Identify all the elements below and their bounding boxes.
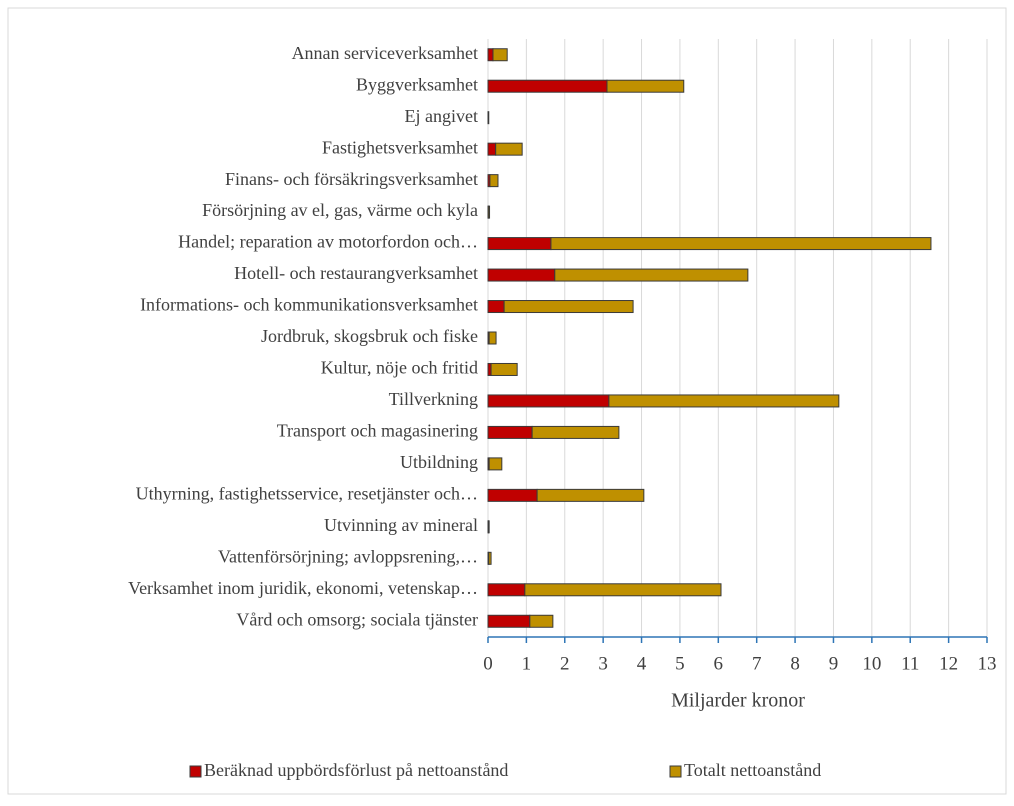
y-tick-label: Byggverksamhet (356, 74, 478, 94)
bar-segment (488, 395, 609, 407)
bar-segment (555, 269, 748, 281)
y-tick-label: Tillverkning (389, 389, 478, 409)
y-tick-label: Fastighetsverksamhet (322, 137, 478, 157)
bar-segment (532, 426, 619, 438)
bar-segment (488, 143, 496, 155)
y-tick-label: Handel; reparation av motorfordon och… (178, 232, 478, 252)
bar-segment (488, 80, 607, 92)
y-tick-label: Jordbruk, skogsbruk och fiske (261, 326, 478, 346)
x-tick-label: 2 (560, 653, 570, 674)
bar-segment (496, 143, 522, 155)
bar-segment (488, 615, 530, 627)
y-tick-label: Försörjning av el, gas, värme och kyla (202, 200, 478, 220)
x-tick-label: 13 (978, 653, 997, 674)
x-tick-label: 8 (790, 653, 800, 674)
bar-segment (493, 49, 507, 61)
bar-segment (537, 489, 644, 501)
y-tick-label: Finans- och försäkringsverksamhet (225, 169, 478, 189)
bar-segment (488, 269, 555, 281)
bar-segment (551, 238, 931, 250)
x-tick-label: 5 (675, 653, 685, 674)
bar-segment (504, 301, 633, 313)
x-tick-label: 10 (862, 653, 881, 674)
bar-segment (607, 80, 684, 92)
bar-segment (489, 552, 491, 564)
bar-segment (530, 615, 553, 627)
legend-swatch (670, 766, 681, 777)
x-tick-label: 0 (483, 653, 493, 674)
legend-label: Totalt nettoanstånd (684, 760, 821, 780)
y-tick-label: Kultur, nöje och fritid (321, 358, 478, 378)
bar-segment (609, 395, 839, 407)
x-tick-label: 3 (598, 653, 608, 674)
bar-segment (491, 363, 517, 375)
bar-segment (489, 332, 496, 344)
bar-segment (488, 584, 525, 596)
y-tick-label: Annan serviceverksamhet (292, 43, 478, 63)
bar-segment (488, 238, 551, 250)
legend-label: Beräknad uppbördsförlust på nettoanstånd (204, 760, 508, 780)
y-tick-label: Uthyrning, fastighetsservice, resetjänst… (136, 483, 478, 503)
x-tick-label: 12 (939, 653, 958, 674)
bar-segment (489, 458, 502, 470)
bar-segment (488, 206, 489, 218)
bar-segment (488, 301, 504, 313)
x-tick-label: 4 (637, 653, 647, 674)
y-tick-label: Vård och omsorg; sociala tjänster (236, 609, 478, 629)
x-tick-label: 6 (714, 653, 724, 674)
bar-segment (525, 584, 721, 596)
x-axis-title: Miljarder kronor (671, 690, 805, 712)
bar-segment (490, 175, 498, 187)
bar-segment (488, 426, 532, 438)
y-tick-label: Transport och magasinering (277, 421, 478, 441)
bar-segment (488, 489, 537, 501)
x-tick-label: 1 (522, 653, 532, 674)
x-tick-label: 9 (829, 653, 839, 674)
bar-segment (488, 49, 493, 61)
y-tick-label: Vattenförsörjning; avloppsrening,… (218, 546, 478, 566)
y-tick-label: Utvinning av mineral (324, 515, 478, 535)
y-tick-label: Verksamhet inom juridik, ekonomi, vetens… (128, 578, 478, 598)
y-tick-label: Informations- och kommunikationsverksamh… (140, 295, 478, 315)
bar-segment (488, 521, 489, 533)
y-tick-label: Ej angivet (405, 106, 478, 126)
x-tick-label: 11 (901, 653, 919, 674)
bar-segment (488, 112, 489, 124)
y-tick-label: Utbildning (400, 452, 478, 472)
legend-swatch (190, 766, 201, 777)
x-tick-label: 7 (752, 653, 762, 674)
y-tick-label: Hotell- och restaurangverksamhet (234, 263, 478, 283)
